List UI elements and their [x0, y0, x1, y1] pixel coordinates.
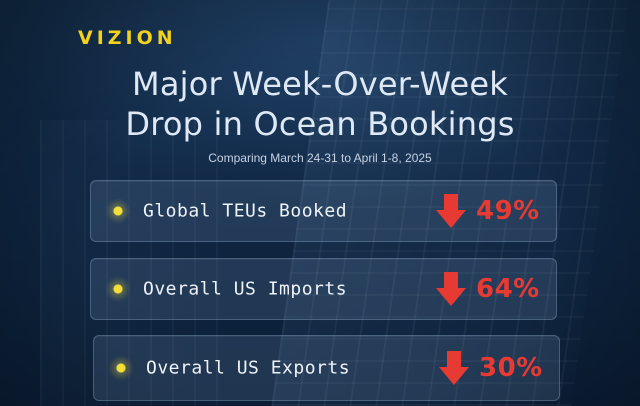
brand-logo: VIZION: [78, 27, 177, 49]
headline-line-2: Drop in Ocean Bookings: [125, 105, 515, 143]
metric-label: Overall US Imports: [143, 278, 348, 300]
down-arrow-icon: [436, 272, 466, 306]
subtitle: Comparing March 24-31 to April 1-8, 2025: [208, 151, 432, 165]
headline-line-1: Major Week-Over-Week: [132, 65, 508, 103]
metric-change: 64%: [476, 274, 540, 304]
metric-change: 49%: [476, 196, 540, 226]
yellow-dot-icon: [105, 198, 131, 224]
metric-change: 30%: [479, 353, 543, 383]
metric-card-global-teus: Global TEUs Booked 49%: [90, 180, 557, 242]
metric-label: Global TEUs Booked: [143, 200, 348, 222]
headline: Major Week-Over-Week Drop in Ocean Booki…: [0, 64, 640, 144]
down-arrow-icon: [436, 194, 466, 228]
metric-label: Overall US Exports: [146, 357, 351, 379]
metric-card-us-imports: Overall US Imports 64%: [90, 258, 557, 320]
down-arrow-icon: [439, 351, 469, 385]
yellow-dot-icon: [108, 355, 134, 381]
yellow-dot-icon: [105, 276, 131, 302]
metric-card-us-exports: Overall US Exports 30%: [93, 335, 560, 401]
